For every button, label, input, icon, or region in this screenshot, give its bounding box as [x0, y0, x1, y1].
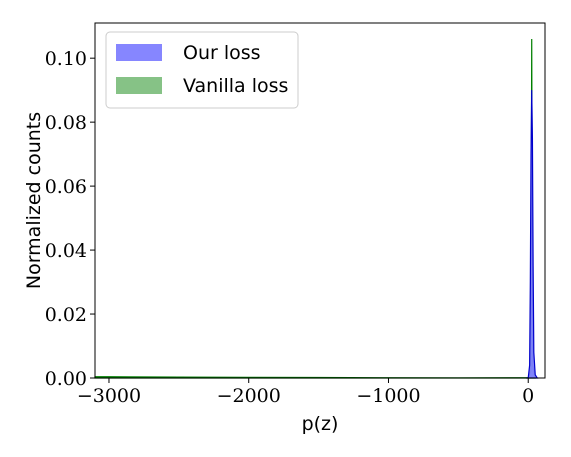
plot-frame [94, 22, 546, 379]
x-tick-label: −1000 [356, 385, 420, 407]
legend-swatch-our-loss [116, 44, 162, 61]
legend: Our loss Vanilla loss [105, 31, 299, 109]
x-tick-label: 0 [522, 385, 534, 407]
y-tick-label: 0.02 [45, 304, 87, 326]
y-tick-label: 0.10 [45, 48, 87, 70]
y-tick-label: 0.00 [45, 368, 87, 390]
x-axis-ticks: −3000 −2000 −1000 0 [77, 378, 534, 407]
x-tick-label: −2000 [217, 385, 281, 407]
y-axis-ticks: 0.00 0.02 0.04 0.06 0.08 0.10 [45, 48, 95, 390]
y-tick-label: 0.06 [45, 176, 87, 198]
legend-swatch-vanilla-loss [116, 77, 162, 94]
x-axis-label: p(z) [302, 413, 339, 435]
legend-label-vanilla-loss: Vanilla loss [183, 75, 288, 97]
series-area-our-loss [526, 90, 539, 379]
y-axis-label: Normalized counts [23, 112, 45, 289]
y-tick-label: 0.08 [45, 112, 87, 134]
legend-label-our-loss: Our loss [183, 42, 261, 64]
y-tick-label: 0.04 [45, 240, 87, 262]
x-tick-label: −3000 [77, 385, 141, 407]
